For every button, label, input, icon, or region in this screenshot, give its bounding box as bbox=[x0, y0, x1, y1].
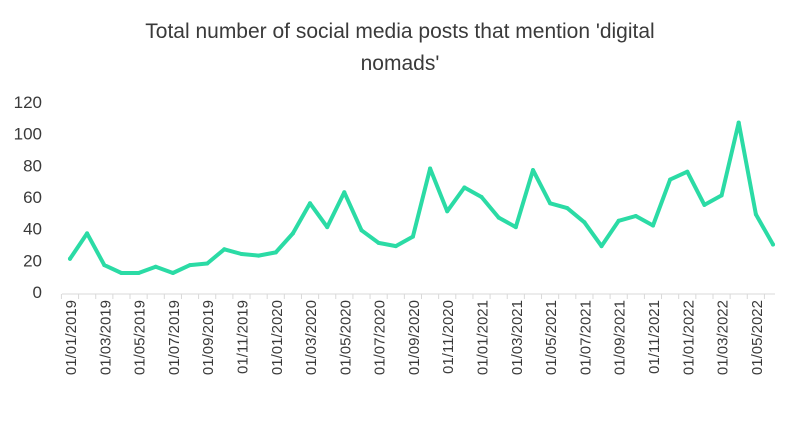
y-tick-label: 0 bbox=[33, 283, 42, 302]
data-point bbox=[102, 263, 107, 268]
y-tick-label: 40 bbox=[23, 220, 42, 239]
data-point bbox=[565, 206, 570, 211]
x-tick-label: 01/01/2020 bbox=[269, 300, 286, 375]
x-tick-label: 01/05/2020 bbox=[337, 300, 354, 375]
data-point bbox=[153, 264, 158, 269]
x-tick-label: 01/07/2019 bbox=[166, 300, 183, 375]
x-tick-label: 01/09/2019 bbox=[200, 300, 217, 375]
x-tick-label: 01/01/2022 bbox=[680, 300, 697, 375]
data-point bbox=[702, 202, 707, 207]
data-point bbox=[633, 214, 638, 218]
x-tick-label: 01/03/2021 bbox=[509, 300, 526, 375]
data-point bbox=[496, 215, 501, 220]
x-tick-label: 01/11/2019 bbox=[234, 300, 251, 374]
data-point bbox=[753, 212, 758, 217]
data-point bbox=[685, 169, 690, 174]
x-tick-label: 01/09/2020 bbox=[406, 300, 423, 375]
y-tick-label: 100 bbox=[14, 125, 42, 144]
x-tick-label: 01/03/2019 bbox=[97, 300, 114, 375]
x-tick-label: 01/05/2021 bbox=[543, 300, 560, 375]
y-tick-label: 120 bbox=[14, 93, 42, 112]
data-point bbox=[342, 190, 347, 195]
data-point bbox=[513, 225, 518, 230]
data-point bbox=[256, 253, 261, 258]
chart-title-line-1: Total number of social media posts that … bbox=[145, 20, 654, 43]
data-point bbox=[479, 195, 484, 199]
data-point bbox=[85, 231, 90, 236]
y-tick-label: 80 bbox=[23, 156, 42, 175]
data-point bbox=[719, 193, 724, 198]
data-point bbox=[170, 271, 175, 275]
data-point bbox=[668, 177, 673, 182]
y-tick-label: 60 bbox=[23, 188, 42, 207]
x-tick-label: 01/01/2021 bbox=[475, 300, 492, 375]
data-point bbox=[325, 225, 330, 230]
x-tick-label: 01/05/2019 bbox=[132, 300, 149, 375]
x-tick-label: 01/03/2022 bbox=[715, 300, 732, 375]
data-point bbox=[599, 244, 604, 249]
data-point bbox=[359, 228, 364, 233]
data-point bbox=[445, 209, 450, 214]
x-tick-label: 01/03/2020 bbox=[303, 300, 320, 375]
data-point bbox=[205, 261, 210, 266]
data-point bbox=[616, 218, 621, 223]
x-tick-label: 01/09/2021 bbox=[612, 300, 629, 375]
data-point bbox=[651, 223, 655, 228]
data-point bbox=[136, 271, 141, 275]
data-point bbox=[222, 247, 227, 252]
x-tick-label: 01/01/2019 bbox=[63, 300, 80, 375]
data-point bbox=[376, 240, 381, 245]
data-point bbox=[68, 256, 72, 261]
y-axis-ticks: 0 20 40 60 80 100 120 bbox=[14, 93, 42, 302]
data-point bbox=[548, 201, 553, 206]
data-point bbox=[308, 201, 312, 206]
data-point bbox=[531, 168, 535, 173]
series-group bbox=[68, 120, 775, 275]
data-point bbox=[273, 250, 278, 255]
x-tick-label: 01/11/2020 bbox=[440, 300, 457, 374]
x-tick-label: 01/11/2021 bbox=[646, 300, 663, 374]
data-point bbox=[410, 234, 415, 239]
data-point bbox=[290, 231, 295, 236]
data-point bbox=[119, 271, 124, 275]
series-line bbox=[68, 120, 775, 275]
data-point bbox=[582, 220, 587, 225]
data-point bbox=[462, 185, 467, 190]
data-point bbox=[428, 166, 433, 171]
x-tick-label: 01/07/2021 bbox=[577, 300, 594, 375]
data-point bbox=[239, 252, 244, 256]
x-axis-ticks: 01/01/2019 01/03/2019 01/05/2019 01/07/2019… bbox=[60, 294, 766, 375]
data-point bbox=[188, 263, 192, 268]
x-tick-label: 01/07/2020 bbox=[372, 300, 389, 375]
x-tick-label: 01/05/2022 bbox=[749, 300, 766, 375]
y-tick-label: 20 bbox=[23, 251, 42, 270]
data-point bbox=[771, 242, 775, 247]
chart-title-line-2: nomads' bbox=[361, 52, 440, 75]
data-point bbox=[393, 244, 398, 249]
data-point bbox=[736, 120, 741, 125]
